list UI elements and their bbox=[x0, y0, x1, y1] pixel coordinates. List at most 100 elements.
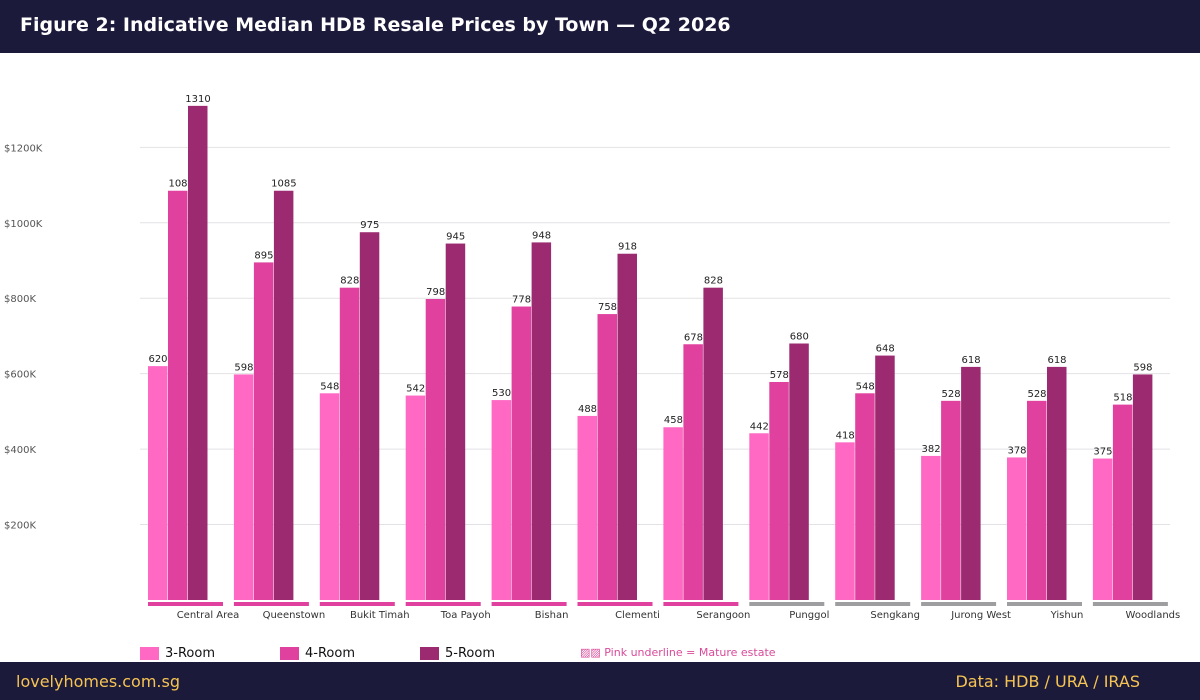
x-tick-label: Yishun bbox=[1050, 610, 1084, 621]
bar bbox=[511, 306, 532, 600]
bar bbox=[531, 242, 552, 600]
x-tick-label: Bukit Timah bbox=[350, 610, 410, 621]
data-label: 828 bbox=[340, 276, 359, 287]
bar bbox=[148, 366, 168, 600]
data-label: 975 bbox=[360, 220, 379, 231]
legend-swatch-5-room bbox=[420, 647, 439, 660]
y-tick-label: $1200K bbox=[4, 143, 43, 154]
bar bbox=[789, 343, 809, 600]
legend-label-5-room: 5-Room bbox=[445, 646, 495, 661]
chart-title: Figure 2: Indicative Median HDB Resale P… bbox=[20, 14, 731, 36]
data-label: 382 bbox=[922, 444, 941, 455]
bar bbox=[491, 400, 512, 600]
x-tick-label: Serangoon bbox=[696, 610, 750, 621]
bar bbox=[577, 415, 597, 600]
data-label: 618 bbox=[962, 355, 981, 366]
x-tick-label: Sengkang bbox=[870, 610, 920, 621]
data-label: 680 bbox=[790, 332, 809, 343]
estate-underline bbox=[148, 602, 223, 606]
bar bbox=[941, 400, 961, 600]
data-label: 948 bbox=[532, 230, 551, 241]
bar bbox=[663, 427, 683, 600]
bar bbox=[188, 105, 208, 601]
data-label: 108 bbox=[168, 179, 187, 190]
bar bbox=[1132, 374, 1153, 600]
data-label: 598 bbox=[1133, 362, 1152, 373]
estate-underline bbox=[491, 602, 567, 606]
bar bbox=[921, 455, 941, 600]
bar bbox=[319, 393, 340, 600]
legend-item-4-room: 4-Room bbox=[280, 646, 355, 662]
y-tick-label: $600K bbox=[4, 370, 36, 381]
bar bbox=[769, 381, 789, 600]
data-label: 618 bbox=[1047, 355, 1066, 366]
data-label: 548 bbox=[856, 381, 875, 392]
data-label: 375 bbox=[1093, 447, 1112, 458]
bar bbox=[749, 433, 769, 600]
x-tick-label: Bishan bbox=[535, 610, 569, 621]
x-tick-label: Punggol bbox=[789, 610, 829, 621]
bar bbox=[1007, 457, 1027, 600]
bar bbox=[1112, 404, 1133, 600]
data-label: 530 bbox=[492, 388, 511, 399]
data-label: 378 bbox=[1007, 445, 1026, 456]
estate-underline bbox=[319, 602, 395, 606]
bar bbox=[445, 243, 466, 600]
x-tick-label: Toa Payoh bbox=[440, 610, 491, 621]
estate-underline bbox=[835, 602, 911, 606]
legend-label-4-room: 4-Room bbox=[305, 646, 355, 661]
data-label: 488 bbox=[578, 404, 597, 415]
estate-underline bbox=[663, 602, 739, 606]
legend-label-3-room: 3-Room bbox=[165, 646, 215, 661]
data-label: 542 bbox=[406, 384, 425, 395]
legend-item-5-room: 5-Room bbox=[420, 646, 495, 662]
bar-chart: $200K $400K $600K $800K $1000K $1200K 620 108 13… bbox=[4, 94, 1181, 621]
data-label: 458 bbox=[664, 415, 683, 426]
x-tick-label: Woodlands bbox=[1126, 610, 1181, 621]
bar bbox=[339, 287, 360, 600]
bar bbox=[617, 253, 637, 600]
bar bbox=[1092, 458, 1113, 600]
bar bbox=[233, 374, 254, 600]
bar bbox=[875, 355, 895, 600]
data-label: 895 bbox=[254, 250, 273, 261]
data-label: 442 bbox=[750, 421, 769, 432]
bar bbox=[405, 395, 426, 600]
bar bbox=[168, 190, 188, 600]
data-label: 620 bbox=[148, 354, 167, 365]
footer-bar: lovelyhomes.com.sg Data: HDB / URA / IRA… bbox=[0, 662, 1200, 700]
legend-swatch-3-room bbox=[140, 647, 159, 660]
estate-underline bbox=[405, 602, 481, 606]
y-tick-label: $400K bbox=[4, 445, 36, 456]
data-label: 828 bbox=[704, 276, 723, 287]
x-tick-label: Clementi bbox=[615, 610, 660, 621]
data-label: 918 bbox=[618, 242, 637, 253]
bar bbox=[683, 344, 703, 600]
x-tick-label: Queenstown bbox=[263, 610, 326, 621]
bar bbox=[273, 190, 294, 600]
data-label: 945 bbox=[446, 232, 465, 243]
data-label: 548 bbox=[320, 381, 339, 392]
bar bbox=[253, 262, 274, 600]
legend-item-3-room: 3-Room bbox=[140, 646, 215, 662]
estate-underline bbox=[1092, 602, 1168, 606]
bar bbox=[703, 287, 723, 600]
chart-header: Figure 2: Indicative Median HDB Resale P… bbox=[0, 0, 1200, 53]
bar bbox=[961, 366, 981, 600]
bar bbox=[425, 298, 446, 600]
data-label: 518 bbox=[1113, 393, 1132, 404]
data-label: 578 bbox=[770, 370, 789, 381]
footer-source: Data: HDB / URA / IRAS bbox=[955, 672, 1140, 691]
bar bbox=[359, 232, 380, 601]
mature-estate-note: ▨▨ Pink underline = Mature estate bbox=[580, 646, 776, 659]
x-tick-label: Jurong West bbox=[950, 610, 1011, 621]
bar bbox=[1027, 400, 1047, 600]
data-label: 1085 bbox=[271, 179, 296, 190]
data-label: 758 bbox=[598, 302, 617, 313]
y-tick-label: $800K bbox=[4, 294, 36, 305]
bar bbox=[835, 442, 855, 600]
estate-underline bbox=[921, 602, 997, 606]
data-label: 1310 bbox=[185, 94, 210, 105]
bar bbox=[1047, 366, 1067, 600]
data-label: 648 bbox=[876, 344, 895, 355]
